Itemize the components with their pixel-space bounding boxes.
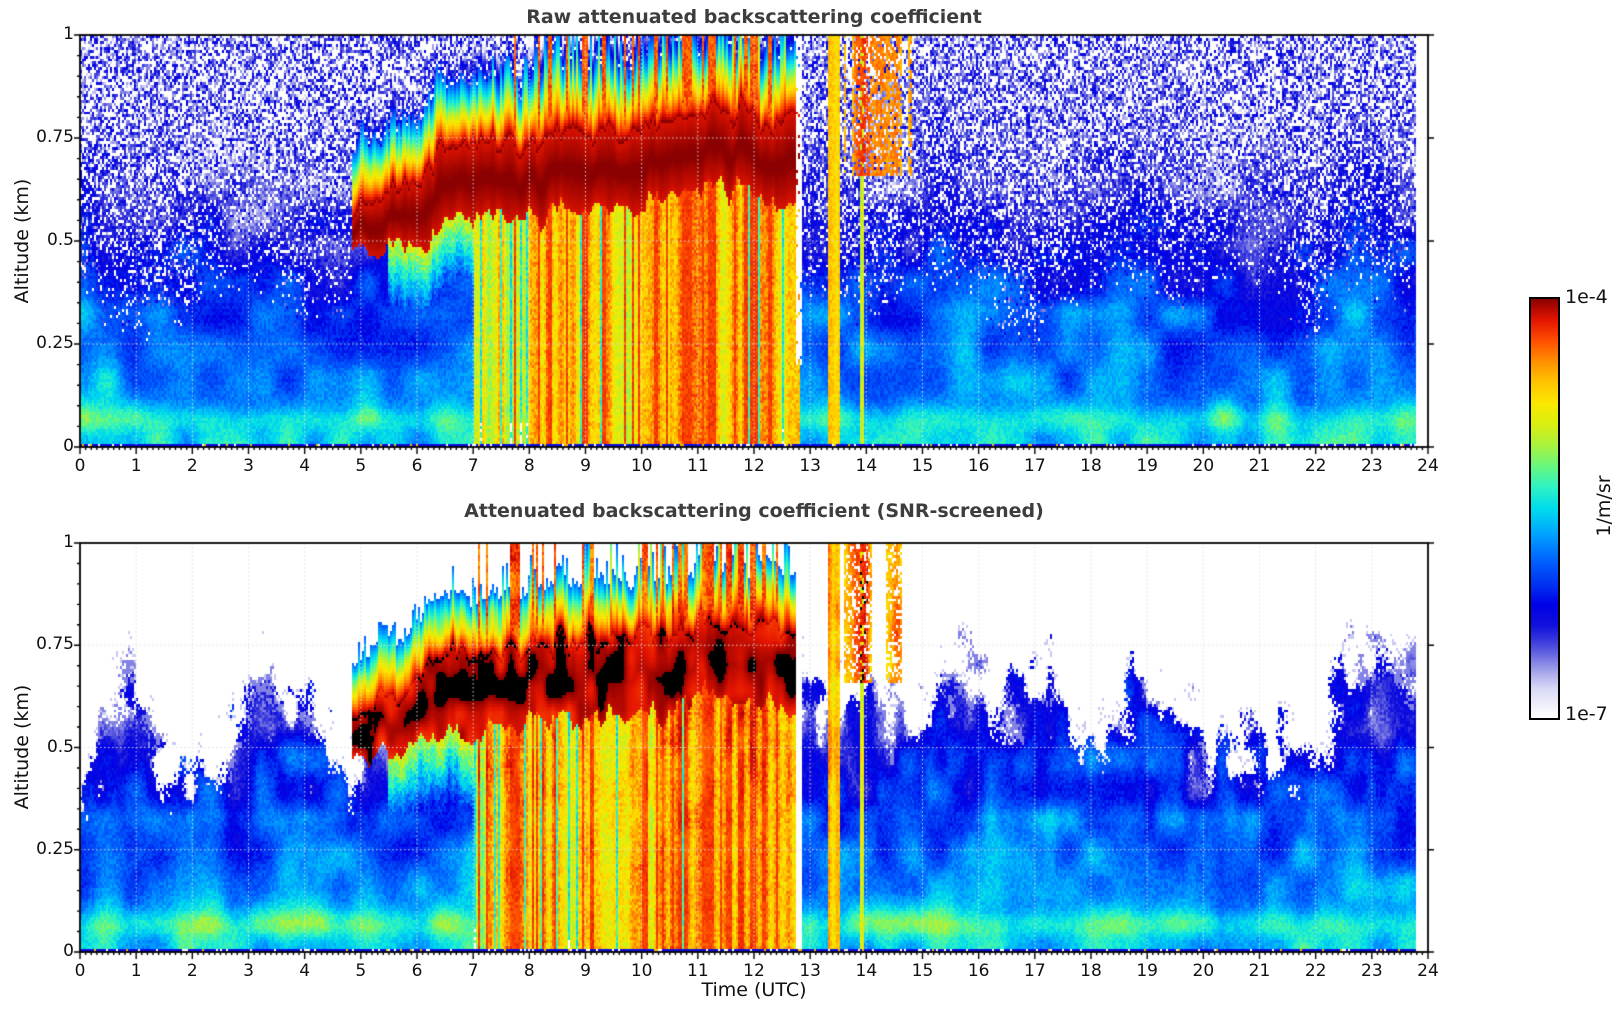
x-tick-label: 15 (911, 961, 934, 981)
x-tick-label: 8 (523, 961, 535, 981)
x-tick-label: 7 (467, 456, 479, 476)
y-tick-label: 0.5 (46, 736, 74, 757)
x-tick-label: 13 (799, 456, 821, 476)
x-tick-label: 11 (687, 456, 709, 476)
x-tick-label: 9 (580, 456, 591, 476)
y-tick-label: 0 (63, 436, 74, 456)
x-tick-label: 24 (1417, 456, 1439, 476)
x-tick-label: 7 (467, 961, 479, 981)
colorbar-units-label: 1/m/sr (1593, 475, 1615, 537)
x-tick-label: 10 (630, 961, 653, 981)
y-tick-label: 0 (63, 941, 74, 961)
x-tick-label: 17 (1024, 961, 1046, 981)
x-tick-label: 4 (299, 456, 311, 476)
screened-panel-title: Attenuated backscattering coefficient (S… (464, 500, 1044, 522)
x-tick-label: 16 (967, 456, 990, 476)
x-tick-label: 18 (1080, 456, 1102, 476)
x-tick-label: 22 (1304, 961, 1327, 981)
x-tick-label: 4 (299, 961, 311, 981)
x-tick-label: 24 (1417, 961, 1439, 981)
x-tick-label: 5 (355, 961, 367, 981)
x-tick-label: 11 (687, 961, 709, 981)
x-tick-label: 3 (243, 456, 254, 476)
y-tick-label: 1 (63, 532, 74, 552)
y-tick-label: 0.25 (36, 838, 74, 859)
colorbar-min-label: 1e-7 (1565, 703, 1608, 725)
x-tick-label: 0 (74, 456, 86, 476)
x-tick-label: 1 (130, 456, 142, 476)
x-tick-label: 19 (1136, 456, 1158, 476)
x-tick-label: 2 (186, 961, 198, 981)
y-tick-label: 1 (63, 24, 74, 44)
x-tick-label: 10 (630, 456, 653, 476)
x-tick-label: 3 (243, 961, 254, 981)
y-tick-label: 0.75 (36, 127, 74, 147)
x-tick-label: 5 (355, 456, 367, 476)
x-tick-label: 0 (74, 961, 86, 981)
x-tick-label: 20 (1192, 456, 1215, 476)
x-tick-label: 19 (1136, 961, 1158, 981)
x-tick-label: 1 (130, 961, 142, 981)
x-tick-label: 6 (411, 961, 423, 981)
x-tick-label: 20 (1192, 961, 1215, 981)
x-tick-label: 6 (411, 456, 423, 476)
x-tick-label: 8 (523, 456, 535, 476)
y-tick-label: 0.75 (36, 634, 74, 655)
x-tick-label: 21 (1248, 456, 1271, 476)
y-tick-label: 0.25 (36, 333, 74, 353)
x-tick-label: 2 (186, 456, 198, 476)
colorbar-gradient (1529, 297, 1560, 720)
x-tick-label: 13 (799, 961, 821, 981)
x-tick-label: 14 (855, 961, 878, 981)
x-tick-label: 12 (743, 456, 765, 476)
x-tick-label: 9 (580, 961, 591, 981)
x-tick-label: 22 (1304, 456, 1327, 476)
raw-heatmap-canvas (72, 27, 1436, 457)
x-tick-label: 16 (967, 961, 990, 981)
x-tick-label: 23 (1361, 456, 1383, 476)
x-tick-label: 21 (1248, 961, 1271, 981)
x-tick-label: 12 (743, 961, 765, 981)
x-tick-label: 23 (1361, 961, 1383, 981)
x-tick-label: 14 (855, 456, 878, 476)
x-tick-label: 17 (1024, 456, 1046, 476)
x-axis-label: Time (UTC) (701, 979, 807, 1001)
screened-heatmap-canvas (72, 535, 1436, 962)
colorbar-max-label: 1e-4 (1565, 286, 1608, 308)
x-tick-label: 18 (1080, 961, 1102, 981)
raw-panel-title: Raw attenuated backscattering coefficien… (526, 6, 982, 28)
y-tick-label: 0.5 (46, 230, 74, 250)
x-tick-label: 15 (911, 456, 934, 476)
